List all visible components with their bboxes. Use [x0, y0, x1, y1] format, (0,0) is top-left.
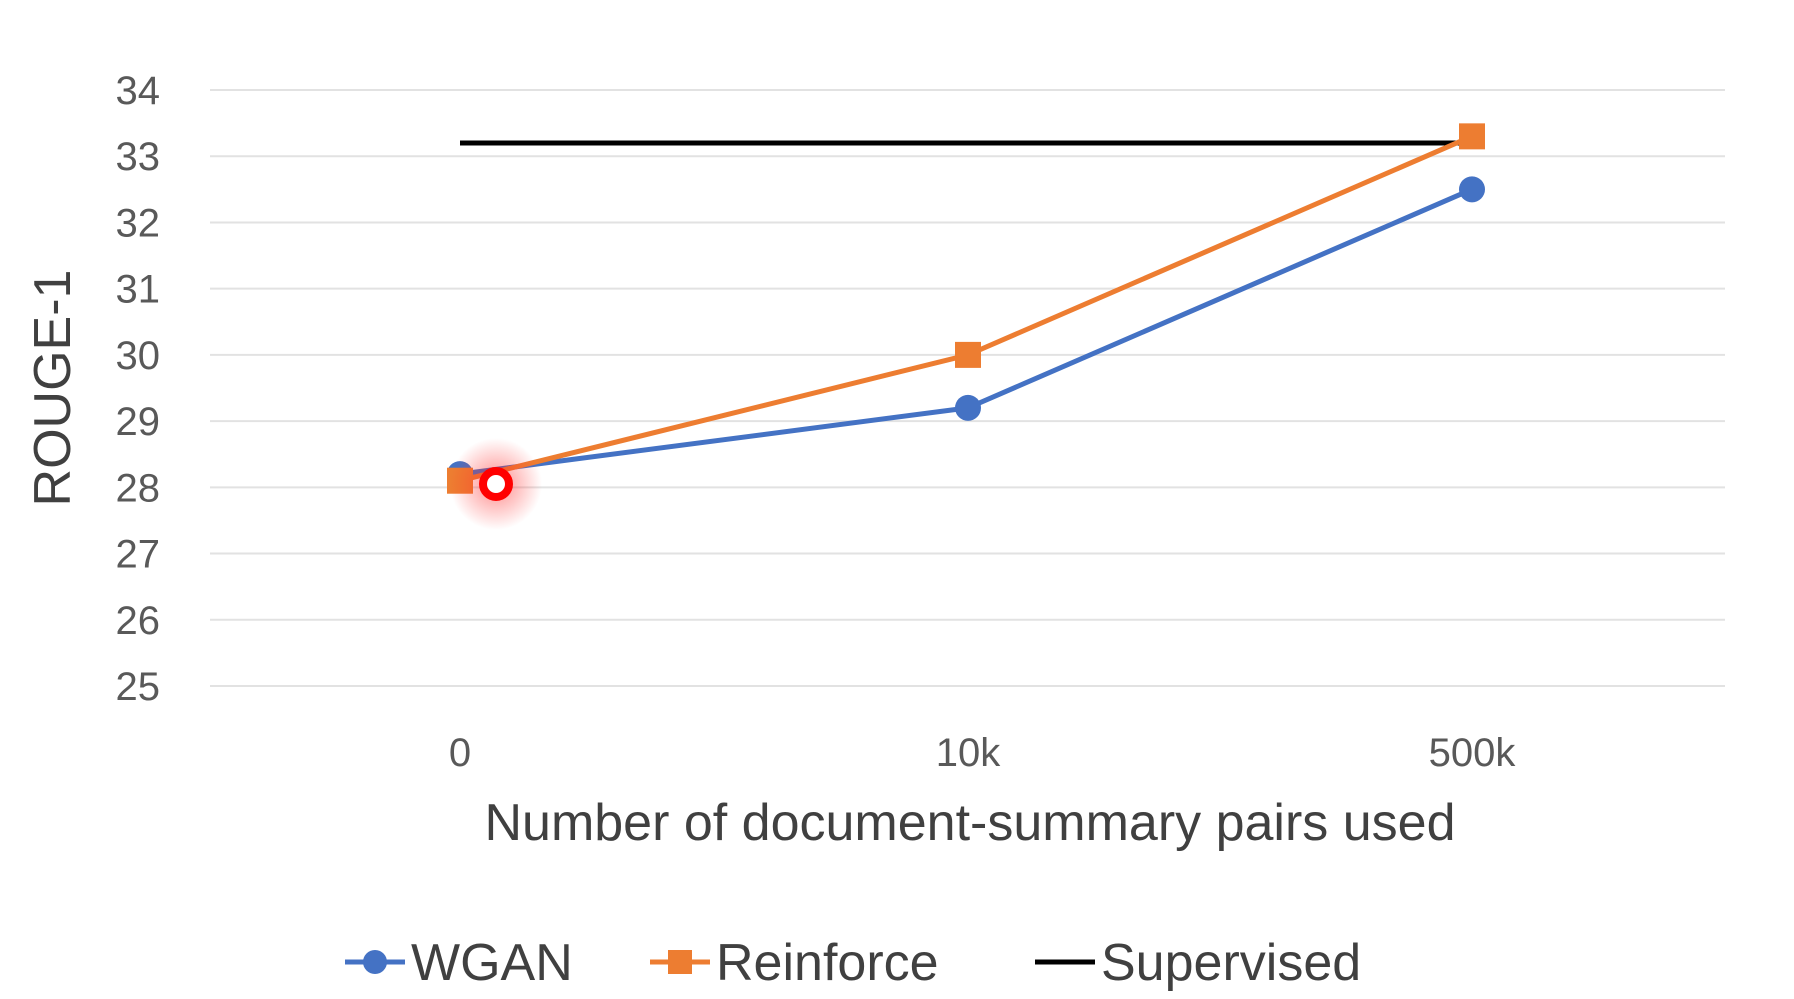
- x-axis-label: Number of document-summary pairs used: [484, 794, 1455, 852]
- data-point-reinforce: [1459, 123, 1485, 150]
- y-tick-label: 33: [116, 135, 161, 179]
- cursor-highlight: [450, 438, 542, 531]
- legend: WGAN Reinforce Supervised: [345, 934, 1361, 992]
- x-tick-label: 0: [449, 731, 471, 775]
- y-tick-label: 29: [116, 400, 161, 444]
- cursor-ring-icon: [479, 467, 513, 502]
- legend-label: WGAN: [411, 934, 573, 992]
- legend-swatch-marker: [668, 950, 692, 974]
- y-tick-label: 27: [116, 533, 161, 577]
- x-axis-tick-labels: 0 10k 500k: [449, 731, 1516, 775]
- x-tick-label: 10k: [936, 731, 1001, 775]
- legend-item-supervised: Supervised: [1035, 934, 1361, 992]
- data-point-reinforce: [955, 341, 981, 368]
- series-lines: [459, 134, 1473, 484]
- legend-label: Supervised: [1101, 934, 1361, 992]
- y-tick-label: 32: [116, 201, 161, 245]
- data-point-wgan: [1459, 176, 1485, 203]
- data-point-wgan: [955, 394, 981, 421]
- y-tick-label: 30: [116, 334, 161, 378]
- x-tick-label: 500k: [1429, 731, 1517, 775]
- series-line-reinforce: [459, 134, 1473, 484]
- legend-item-wgan: WGAN: [345, 934, 573, 992]
- legend-swatch-marker: [363, 950, 387, 974]
- y-tick-label: 26: [116, 599, 161, 643]
- y-tick-label: 31: [116, 268, 161, 312]
- series-line-wgan: [459, 187, 1473, 477]
- y-axis-tick-labels: 25 26 27 28 29 30 31 32 33 34: [116, 69, 161, 709]
- y-tick-label: 25: [116, 665, 161, 709]
- y-tick-label: 28: [116, 466, 161, 510]
- legend-label: Reinforce: [716, 934, 939, 992]
- y-tick-label: 34: [116, 69, 161, 113]
- series-markers: [447, 123, 1485, 494]
- legend-item-reinforce: Reinforce: [650, 934, 939, 992]
- y-axis-label: ROUGE-1: [24, 270, 82, 507]
- gridlines: [210, 89, 1725, 687]
